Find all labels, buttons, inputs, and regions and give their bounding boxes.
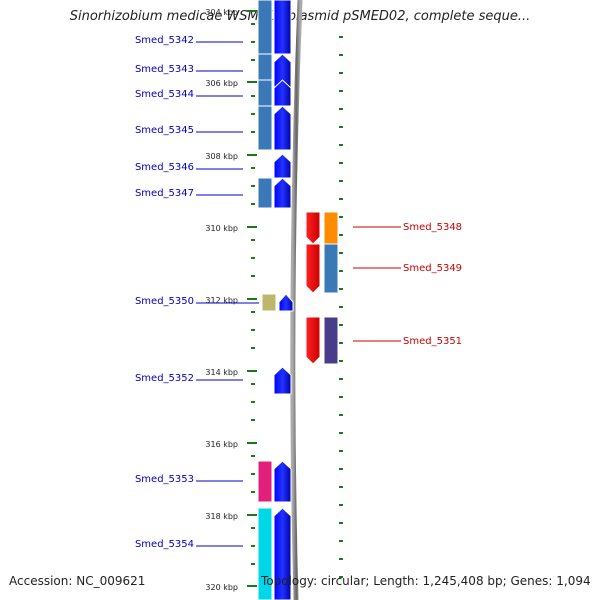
forward-gene-arrow[interactable] (273, 507, 292, 600)
axis-tick-label: 314 kbp (205, 368, 238, 377)
gene-label[interactable]: Smed_5343 (135, 64, 194, 75)
gene-label[interactable]: Smed_5347 (135, 188, 194, 199)
gene-label[interactable]: Smed_5350 (135, 296, 194, 307)
reverse-gene-arrow[interactable] (305, 316, 321, 365)
reverse-gene-arrow[interactable] (305, 243, 321, 294)
axis-tick-label: 318 kbp (205, 512, 238, 521)
forward-gene-arrow[interactable] (273, 460, 292, 503)
cog-block (257, 105, 273, 151)
gene-label[interactable]: Smed_5344 (135, 89, 194, 100)
axis-tick-label: 312 kbp (205, 296, 238, 305)
gene-label[interactable]: Smed_5342 (135, 35, 194, 46)
accession-text: Accession: NC_009621 (9, 574, 146, 588)
axis-tick-label: 304 kbp (205, 8, 238, 17)
forward-gene-arrow[interactable] (273, 105, 292, 151)
cog-block (257, 507, 273, 600)
gene-label[interactable]: Smed_5346 (135, 162, 194, 173)
axis-tick-label: 306 kbp (205, 79, 238, 88)
genome-backbone (290, 0, 303, 600)
cog-block (257, 460, 273, 503)
axis-tick-label: 308 kbp (205, 152, 238, 161)
axis-tick-label: 310 kbp (205, 224, 238, 233)
gene-label[interactable]: Smed_5352 (135, 373, 194, 384)
forward-gene-arrow[interactable] (273, 0, 292, 55)
forward-gene-arrow[interactable] (273, 153, 292, 179)
forward-gene-arrow[interactable] (278, 293, 294, 312)
cog-block (323, 211, 339, 245)
forward-gene-arrow[interactable] (273, 177, 292, 209)
gene-label[interactable]: Smed_5353 (135, 474, 194, 485)
genome-summary-text: Topology: circular; Length: 1,245,408 bp… (261, 574, 591, 588)
gene-label[interactable]: Smed_5345 (135, 125, 194, 136)
reverse-gene-arrow[interactable] (305, 211, 321, 245)
forward-gene-arrow[interactable] (273, 366, 292, 395)
gene-label[interactable]: Smed_5349 (403, 263, 462, 274)
cog-block (323, 243, 339, 294)
axis-tick-label: 316 kbp (205, 440, 238, 449)
cog-block (323, 316, 339, 365)
cog-block (257, 79, 273, 107)
cog-block (257, 177, 273, 209)
gene-label[interactable]: Smed_5351 (403, 336, 462, 347)
axis-tick-label: 320 kbp (205, 583, 238, 592)
forward-gene-arrow[interactable] (273, 79, 292, 107)
gene-label[interactable]: Smed_5348 (403, 222, 462, 233)
cog-block (257, 0, 273, 55)
gene-label[interactable]: Smed_5354 (135, 539, 194, 550)
cog-block (261, 293, 277, 312)
